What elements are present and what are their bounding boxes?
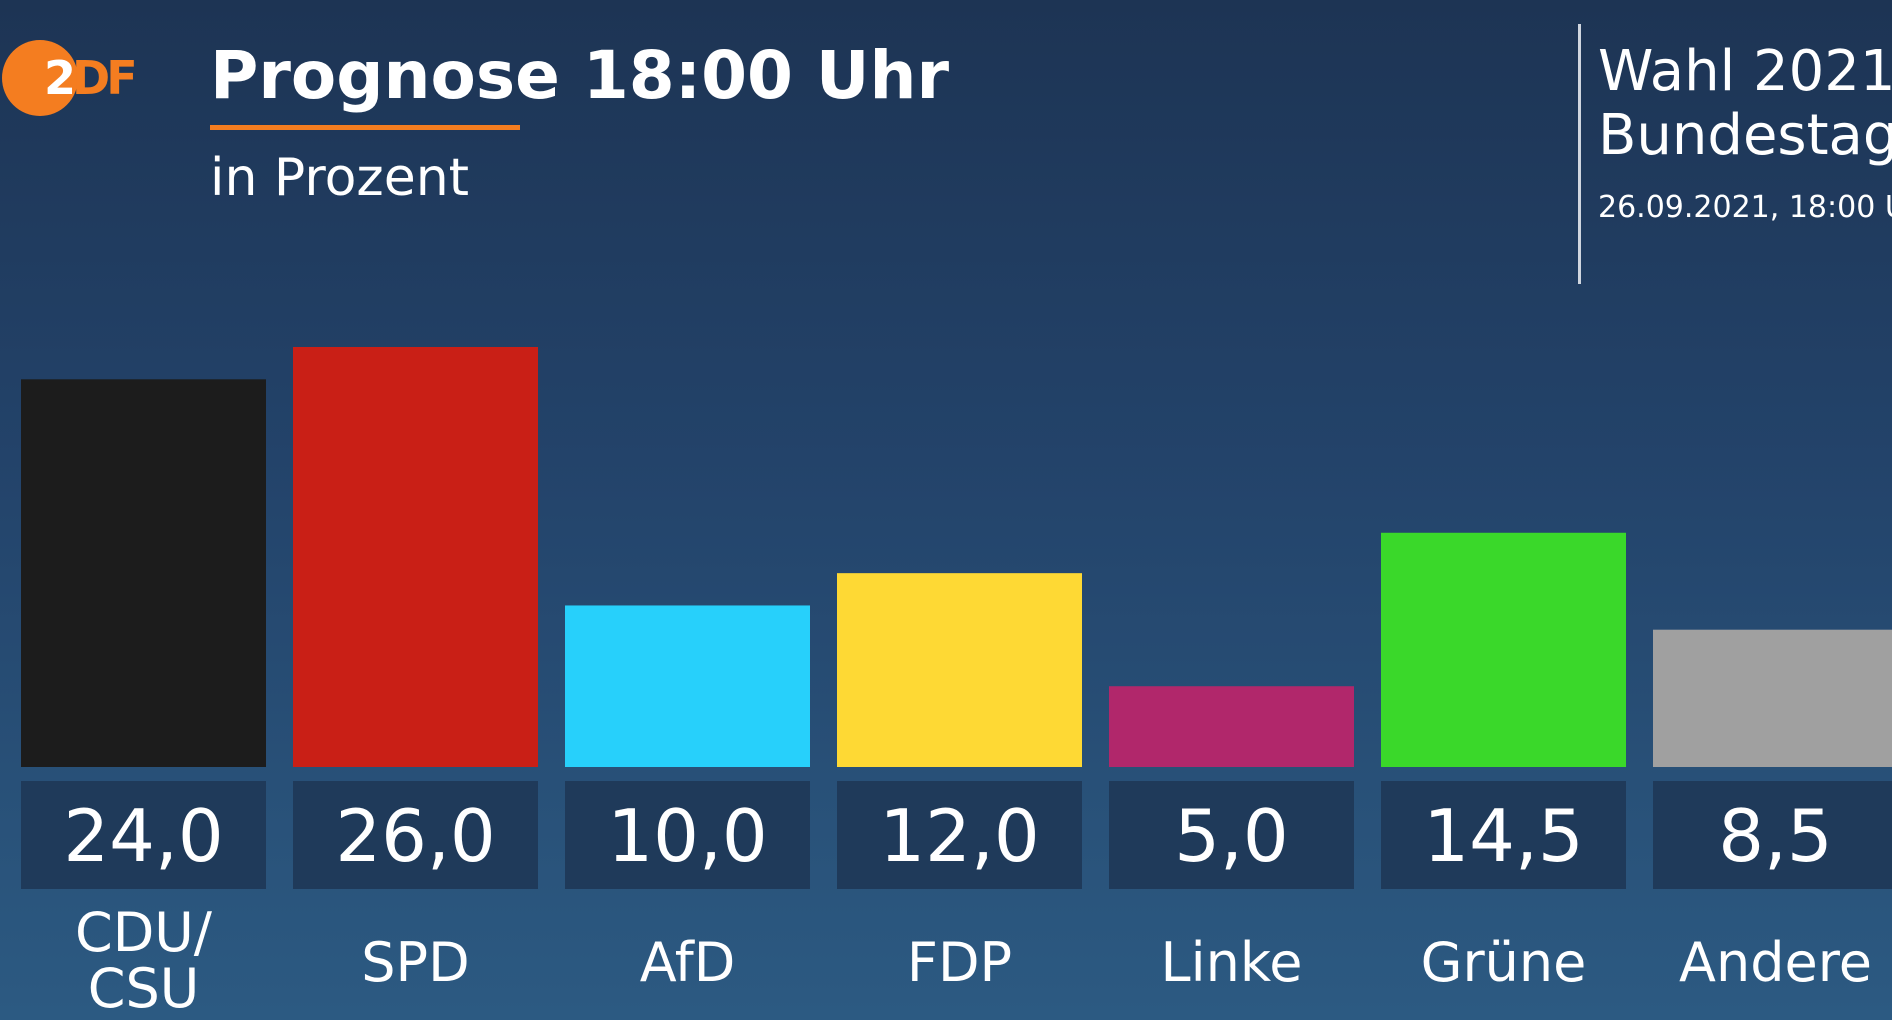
category-label-andere: Andere (1679, 931, 1872, 994)
bar-linke (1109, 686, 1354, 767)
bar-cdu-csu (21, 379, 266, 767)
election-timestamp: 26.09.2021, 18:00 Uhr (1598, 190, 1892, 225)
value-box-afd (565, 781, 810, 889)
title-underline (210, 125, 520, 130)
value-box-andere (1653, 781, 1892, 889)
election-body: Bundestag (1598, 103, 1892, 168)
zdf-logo-df: DF (72, 51, 138, 105)
category-label-gruene: Grüne (1421, 931, 1587, 994)
election-info-panel: Wahl 2021 Bundestag 26.09.2021, 18:00 Uh… (1598, 40, 1892, 226)
page-subtitle: in Prozent (210, 148, 470, 208)
right-panel-divider (1578, 24, 1581, 284)
value-label-gruene: 14,5 (1423, 794, 1583, 878)
category-label-afd: AfD (640, 931, 736, 994)
bar-spd (293, 347, 538, 767)
zdf-logo-text: 2DF (44, 51, 138, 105)
value-label-spd: 26,0 (335, 794, 495, 878)
value-box-linke (1109, 781, 1354, 889)
bar-fdp (837, 573, 1082, 767)
value-box-spd (293, 781, 538, 889)
zdf-logo-2: 2 (44, 51, 76, 105)
value-label-andere: 8,5 (1718, 794, 1833, 878)
bar-andere (1653, 629, 1892, 767)
category-label-cdu-csu-line-2: CSU (88, 957, 200, 1020)
value-label-fdp: 12,0 (879, 794, 1039, 878)
election-name: Wahl 2021 (1598, 40, 1892, 104)
category-label-linke: Linke (1161, 931, 1303, 994)
value-label-cdu-csu: 24,0 (63, 794, 223, 878)
value-label-afd: 10,0 (607, 794, 767, 878)
value-box-gruene (1381, 781, 1626, 889)
bar-gruene (1381, 532, 1626, 767)
category-label-fdp: FDP (907, 931, 1012, 994)
category-label-cdu-csu-line-1: CDU/ (75, 901, 213, 964)
zdf-logo-circle (2, 40, 78, 116)
value-box-cdu-csu (21, 781, 266, 889)
bar-afd (565, 605, 810, 767)
zdf-logo: 2DF (0, 36, 150, 120)
value-label-linke: 5,0 (1174, 794, 1289, 878)
page-title: Prognose 18:00 Uhr (210, 37, 950, 114)
category-label-spd: SPD (361, 931, 469, 994)
value-box-fdp (837, 781, 1082, 889)
